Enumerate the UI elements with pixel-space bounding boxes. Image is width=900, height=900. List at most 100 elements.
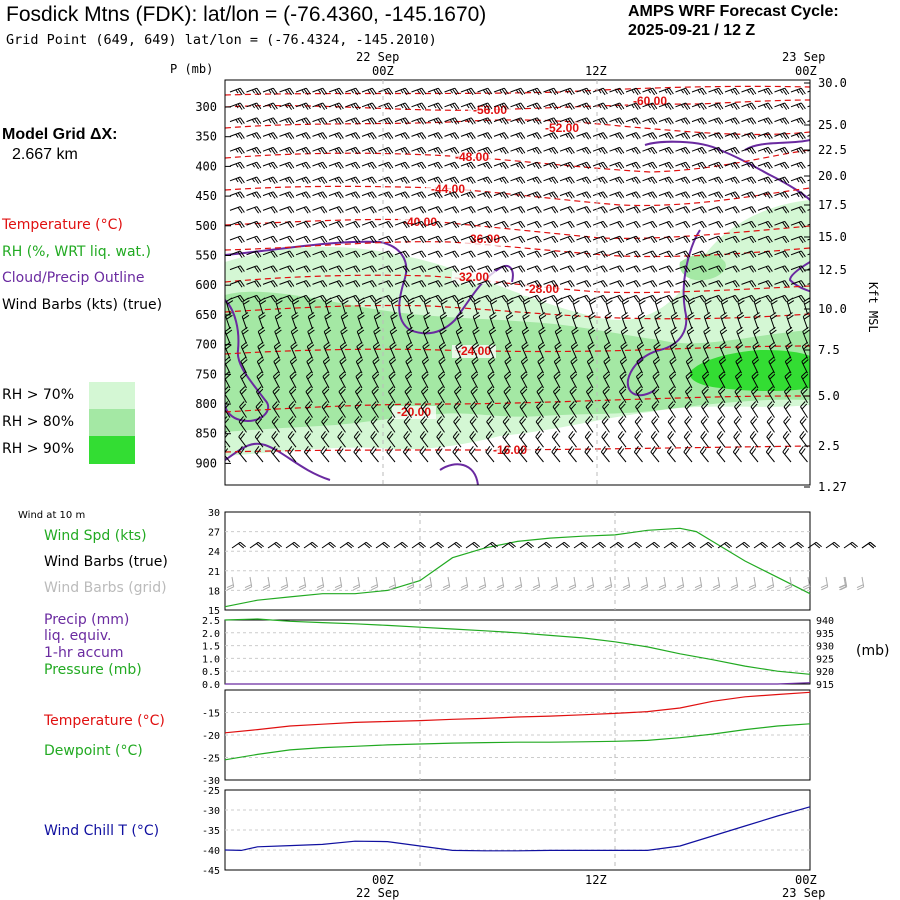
wind-barb	[724, 250, 740, 258]
wind-barb	[790, 176, 806, 184]
wind-barb	[704, 297, 712, 315]
wind-barb	[427, 220, 443, 229]
wind-barb-true-overflow	[861, 541, 876, 549]
wind-barb	[394, 132, 410, 140]
wind-barb	[650, 446, 660, 463]
wind-barb	[587, 341, 595, 359]
wind-barb	[493, 235, 509, 244]
wind-barb	[774, 132, 790, 140]
wind-barb	[322, 371, 330, 389]
wind-barb-true	[447, 541, 462, 549]
wind-barb	[724, 117, 740, 125]
kft-tick-label: 1.27	[818, 480, 847, 494]
wind-barb-grid	[784, 576, 793, 591]
wind-barb	[774, 191, 790, 199]
wind-barb-true	[753, 541, 768, 549]
wind-barb	[444, 146, 460, 155]
wind-barb	[493, 191, 509, 199]
wind-barb	[785, 326, 794, 344]
wind-barb	[618, 401, 627, 418]
wind-barb	[394, 280, 410, 288]
wind-barb	[802, 326, 810, 344]
wind-barb	[411, 161, 427, 170]
dewpoint-line	[224, 723, 811, 761]
wind-barb	[254, 446, 264, 463]
wind-barb	[371, 371, 380, 389]
wind-barb	[378, 146, 394, 155]
wind-barb	[807, 282, 810, 285]
wind-barb	[734, 371, 743, 389]
wind-barb	[262, 161, 278, 170]
wind-barb	[719, 341, 727, 359]
wind-barb	[592, 176, 608, 184]
wind-barb	[427, 146, 443, 155]
wind-barb	[774, 117, 790, 125]
wind-barb	[708, 235, 724, 244]
wind-barb	[460, 102, 476, 110]
pressure-unit-label: (mb)	[856, 643, 890, 659]
wind-barb	[767, 386, 775, 404]
wind-barb	[345, 176, 361, 184]
wind-barb-grid	[424, 576, 433, 591]
wind-barb	[427, 161, 443, 170]
wind-barb	[406, 326, 414, 344]
wind-barb	[602, 401, 610, 418]
wind-barb	[559, 146, 575, 155]
wind-barb	[559, 191, 575, 199]
wind-barb	[617, 430, 627, 448]
wind-barb	[229, 132, 245, 140]
wind-barb	[569, 371, 578, 389]
wind-barb	[477, 102, 493, 110]
temperature-label-text: -56.00	[473, 103, 507, 117]
wind-barb	[716, 446, 726, 463]
wind-barb	[279, 176, 295, 184]
wind-barb	[487, 371, 495, 389]
wind-barb	[345, 117, 361, 125]
wind-barb	[469, 430, 478, 448]
wind-barb	[521, 326, 530, 344]
legend-wind-speed: Wind Spd (kts)	[44, 528, 147, 544]
wind-barb	[592, 102, 608, 110]
wind-barb	[321, 401, 330, 418]
wind-barb	[472, 312, 481, 329]
p-tick-label-550: 550	[195, 249, 217, 263]
wind-barb	[619, 356, 628, 374]
wind-barb	[271, 416, 280, 433]
temperature-panel-frame	[224, 689, 811, 781]
wind-barb	[262, 206, 278, 214]
wind-barb	[522, 297, 531, 315]
wind-barb	[328, 132, 344, 140]
wind-barb	[807, 268, 810, 271]
wind-barb	[320, 446, 330, 463]
wind10m-title: Wind at 10 m	[18, 510, 86, 521]
wind-barb	[625, 191, 641, 199]
wind-barb	[703, 312, 712, 329]
wind-barb	[361, 102, 377, 110]
wind-barb	[256, 356, 265, 374]
wind-barb	[390, 297, 399, 315]
wind-barb	[586, 356, 595, 374]
wind-barb	[361, 280, 377, 288]
wind-barb	[651, 416, 660, 433]
wind-barb	[225, 386, 231, 404]
y-tick-label: 1.0	[202, 654, 220, 665]
wind-barb	[552, 401, 561, 418]
wind-barb	[486, 386, 495, 404]
wind-barb	[361, 206, 377, 214]
wind-barb	[477, 235, 493, 244]
wind-barb	[651, 386, 660, 404]
wind-barb	[460, 206, 476, 214]
wind-barb	[373, 326, 381, 344]
wind-barb-true	[429, 541, 444, 549]
wind-barb	[691, 102, 707, 110]
wind-barb	[753, 297, 762, 315]
wind-barb	[229, 117, 245, 125]
wind-barb	[708, 102, 724, 110]
wind-barb	[287, 430, 297, 448]
wind-barb	[518, 430, 528, 448]
pressure-panel-frame	[224, 619, 811, 685]
y-tick-label: -40	[202, 846, 220, 857]
wind-barb	[394, 117, 410, 125]
wind-barb	[312, 132, 328, 140]
